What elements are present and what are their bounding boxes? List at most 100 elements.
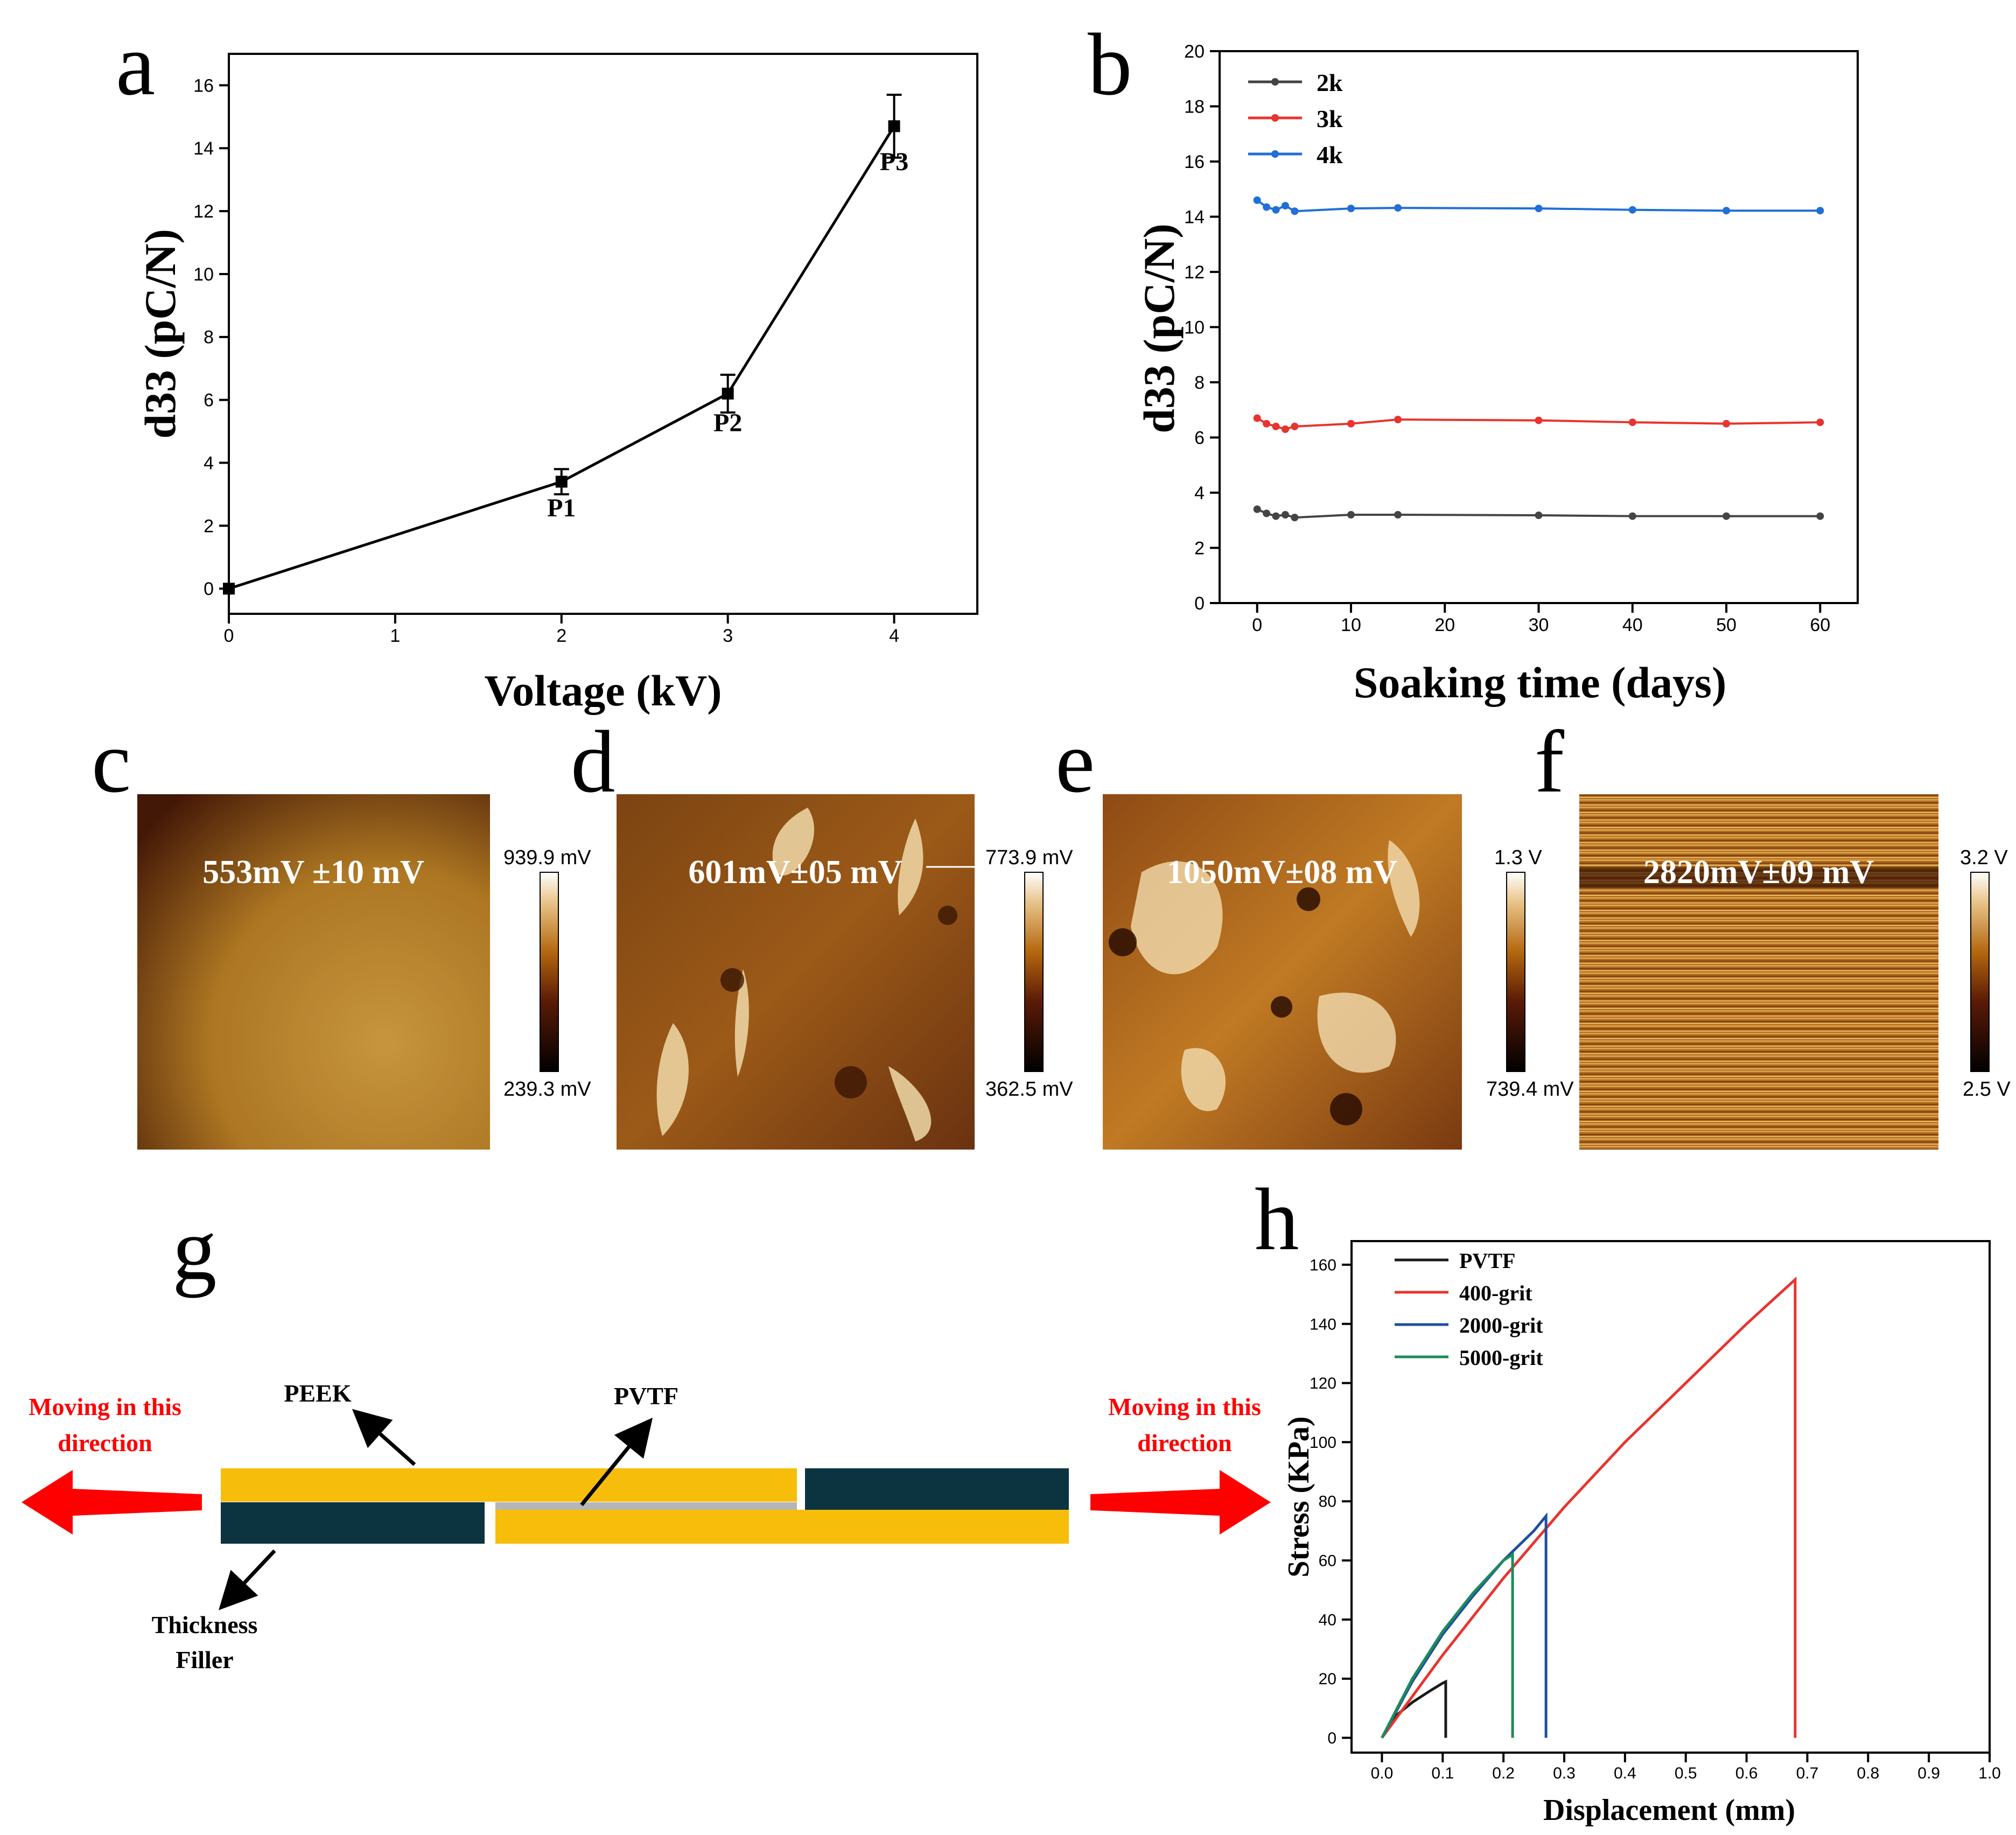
kpfm-map-e (1103, 794, 1462, 1150)
x-tick-label-h: 0.5 (1675, 1764, 1697, 1782)
x-tick-label-h: 0.9 (1917, 1764, 1940, 1782)
y-tick-label-a: 14 (193, 138, 214, 159)
x-tick-label-b: 30 (1529, 615, 1549, 635)
legend-label-b: 2k (1317, 69, 1343, 96)
y-tick-label-b: 6 (1194, 428, 1205, 448)
y-tick-label-b: 10 (1184, 317, 1205, 338)
data-point-b-3k (1272, 423, 1280, 430)
x-tick-label-b: 60 (1810, 615, 1830, 635)
data-point-b-2k (1723, 512, 1731, 520)
y-tick-label-h: 160 (1310, 1256, 1336, 1274)
kpfm-label-f: 2820mV±09 mV (1643, 854, 1874, 891)
legend-label-h: 2000-grit (1459, 1313, 1543, 1337)
x-tick-label-h: 0.2 (1492, 1764, 1515, 1782)
data-point-b-4k (1272, 206, 1280, 214)
legend-label-h: 400-grit (1459, 1281, 1532, 1305)
legend-label-b: 3k (1317, 105, 1343, 132)
point-annotation-a: P2 (713, 409, 742, 437)
scale-min-e: 739.4 mV (1486, 1078, 1574, 1101)
kpfm-map-c (137, 794, 490, 1150)
x-tick-label-a: 0 (224, 626, 234, 646)
data-point-b-4k (1253, 196, 1261, 204)
data-point-b-2k (1263, 509, 1271, 517)
data-point-a (223, 583, 235, 595)
kpfm-dark-e (1109, 887, 1362, 1125)
x-tick-label-b: 0 (1252, 615, 1262, 635)
scale-min-f: 2.5 V (1963, 1078, 2011, 1101)
filler-arrow (219, 1549, 276, 1610)
pvtf-label: PVTF (614, 1382, 678, 1410)
y-tick-label-a: 10 (193, 264, 214, 285)
x-tick-label-b: 20 (1434, 615, 1455, 635)
left-direction-text-1: Moving in this (29, 1393, 181, 1420)
data-point-b-2k (1272, 512, 1280, 520)
panel-letter-a: a (116, 15, 155, 114)
filler-bottom-left (221, 1502, 485, 1544)
x-tick-label-h: 0.3 (1553, 1764, 1576, 1782)
data-point-a (888, 120, 900, 132)
y-tick-label-b: 2 (1194, 538, 1205, 558)
legend-marker-b (1271, 150, 1279, 158)
x-axis-label-h: Displacement (mm) (1543, 1794, 1795, 1827)
x-tick-label-b: 50 (1716, 615, 1737, 635)
plot-frame-a (228, 53, 978, 615)
data-point-b-4k (1394, 204, 1402, 212)
legend-label-b: 4k (1317, 141, 1343, 169)
series-line-h-5000-grit (1381, 1552, 1514, 1739)
y-axis-label-b: d33 (pC/N) (1135, 223, 1184, 433)
y-tick-label-h: 140 (1310, 1315, 1336, 1333)
data-point-b-3k (1535, 416, 1543, 424)
data-point-a (555, 475, 568, 488)
x-axis-label-b: Soaking time (days) (1354, 658, 1727, 707)
legend-label-h: 5000-grit (1459, 1346, 1543, 1370)
y-axis-label-a: d33 (pC/N) (136, 229, 185, 439)
x-tick-label-h: 0.1 (1431, 1764, 1454, 1782)
color-scale-e (1506, 872, 1525, 1072)
scale-max-d: 773.9 mV (985, 846, 1073, 869)
kpfm-texture-d (656, 808, 932, 1141)
filler-label-1: Thickness (152, 1611, 258, 1638)
panel-f: f 2820mV±09 mV 3.2 V 2.5 V (1535, 712, 2011, 1150)
panel-letter-c: c (92, 712, 131, 811)
data-point-b-2k (1347, 511, 1355, 519)
kpfm-label-c: 553mV ±10 mV (202, 854, 424, 891)
x-tick-label-h: 0.8 (1857, 1764, 1879, 1782)
data-point-b-4k (1347, 205, 1355, 213)
series-line-h-400-grit (1381, 1276, 1797, 1739)
pvtf-arrow (580, 1417, 653, 1507)
y-tick-label-h: 40 (1319, 1611, 1336, 1629)
x-tick-label-a: 4 (889, 626, 899, 646)
y-tick-label-a: 6 (204, 390, 214, 411)
point-annotation-a: P3 (880, 148, 908, 176)
y-tick-label-b: 4 (1194, 483, 1205, 503)
data-point-b-3k (1291, 423, 1299, 430)
data-point-b-3k (1628, 418, 1636, 426)
filler-label-2: Filler (176, 1646, 233, 1673)
y-tick-label-h: 0 (1327, 1729, 1336, 1747)
legend-marker-b (1271, 78, 1279, 86)
y-tick-label-a: 8 (204, 327, 214, 348)
panel-letter-e: e (1055, 712, 1095, 811)
data-point-b-2k (1816, 512, 1824, 520)
data-point-b-3k (1347, 419, 1355, 428)
kpfm-band-f (1579, 867, 1938, 888)
y-tick-label-b: 0 (1194, 593, 1205, 614)
plot-frame-h (1350, 1240, 1991, 1754)
panel-letter-h: h (1255, 1170, 1299, 1269)
data-point-b-4k (1291, 207, 1299, 215)
data-point-b-3k (1253, 414, 1261, 422)
data-point-b-4k (1263, 203, 1271, 211)
y-tick-label-h: 80 (1319, 1493, 1336, 1511)
data-point-b-4k (1535, 205, 1543, 213)
right-direction-text-1: Moving in this (1108, 1393, 1261, 1420)
y-tick-label-b: 18 (1184, 96, 1205, 117)
peek-top-layer (221, 1468, 797, 1502)
panel-d: d 601mV±05 mV 773.9 mV 362.5 mV (571, 712, 1073, 1150)
panel-c: c 553mV ±10 mV 939.9 mV 239.3 mV (92, 712, 591, 1150)
series-line-h-PVTF (1381, 1679, 1447, 1739)
kpfm-label-d: 601mV±05 mV (688, 854, 902, 891)
y-tick-label-a: 0 (204, 579, 214, 599)
data-point-b-3k (1263, 419, 1271, 428)
y-axis-label-h: Stress (KPa) (1282, 1416, 1315, 1577)
